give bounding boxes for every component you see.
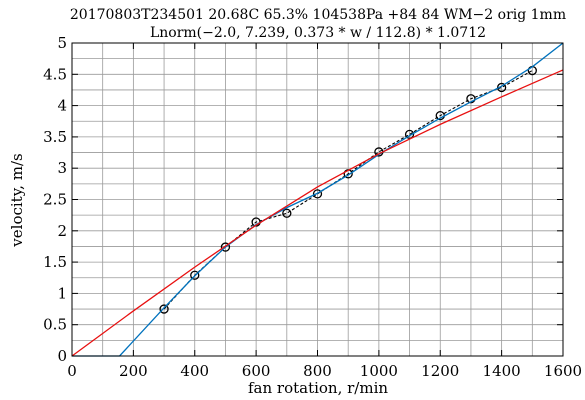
data-point-marker bbox=[312, 189, 323, 199]
x-tick-label: 0 bbox=[67, 362, 77, 380]
x-axis-label: fan rotation, r/min bbox=[248, 379, 388, 397]
y-axis-label: velocity, m/s bbox=[8, 153, 26, 247]
x-tick-label: 1400 bbox=[483, 362, 521, 380]
y-tick-label: 2 bbox=[57, 222, 67, 240]
data-point-marker bbox=[220, 242, 231, 252]
y-tick-label: 0 bbox=[57, 347, 67, 365]
chart-subtitle: Lnorm(−2.0, 7.239, 0.373 * w / 112.8) * … bbox=[150, 25, 486, 41]
x-tick-label: 1200 bbox=[421, 362, 459, 380]
x-tick-label: 1000 bbox=[360, 362, 398, 380]
tick-marks bbox=[71, 42, 564, 357]
x-tick-label: 1600 bbox=[544, 362, 582, 380]
data-point-marker bbox=[466, 94, 476, 104]
y-tick-label: 5 bbox=[57, 34, 67, 52]
y-tick-label: 3 bbox=[57, 159, 67, 177]
series-layer bbox=[71, 42, 564, 357]
x-tick-label: 200 bbox=[119, 362, 148, 380]
x-tick-labels: 0 200 400 600 800 1000 1200 1400 1600 bbox=[67, 362, 582, 380]
x-tick-label: 600 bbox=[242, 362, 271, 380]
grid bbox=[72, 43, 563, 356]
data-point-marker bbox=[282, 208, 292, 218]
data-point-marker bbox=[190, 270, 200, 280]
y-tick-label: 4.5 bbox=[43, 65, 67, 83]
y-tick-label: 2.5 bbox=[43, 191, 67, 209]
series-1-line bbox=[72, 42, 564, 357]
series-2-line bbox=[71, 69, 564, 357]
x-tick-label: 800 bbox=[303, 362, 332, 380]
y-tick-label: 0.5 bbox=[43, 316, 67, 334]
y-tick-label: 4 bbox=[57, 97, 67, 115]
y-tick-label: 1.5 bbox=[43, 253, 67, 271]
x-tick-label: 400 bbox=[180, 362, 209, 380]
data-point-marker bbox=[496, 82, 507, 93]
chart-title: 20170803T234501 20.68C 65.3% 104538Pa +8… bbox=[70, 7, 566, 23]
y-tick-label: 3.5 bbox=[43, 128, 67, 146]
y-tick-label: 1 bbox=[57, 284, 67, 302]
y-tick-labels: 0 0.5 1 1.5 2 2.5 3 3.5 4 4.5 5 bbox=[43, 34, 67, 365]
data-point-marker bbox=[159, 304, 169, 314]
